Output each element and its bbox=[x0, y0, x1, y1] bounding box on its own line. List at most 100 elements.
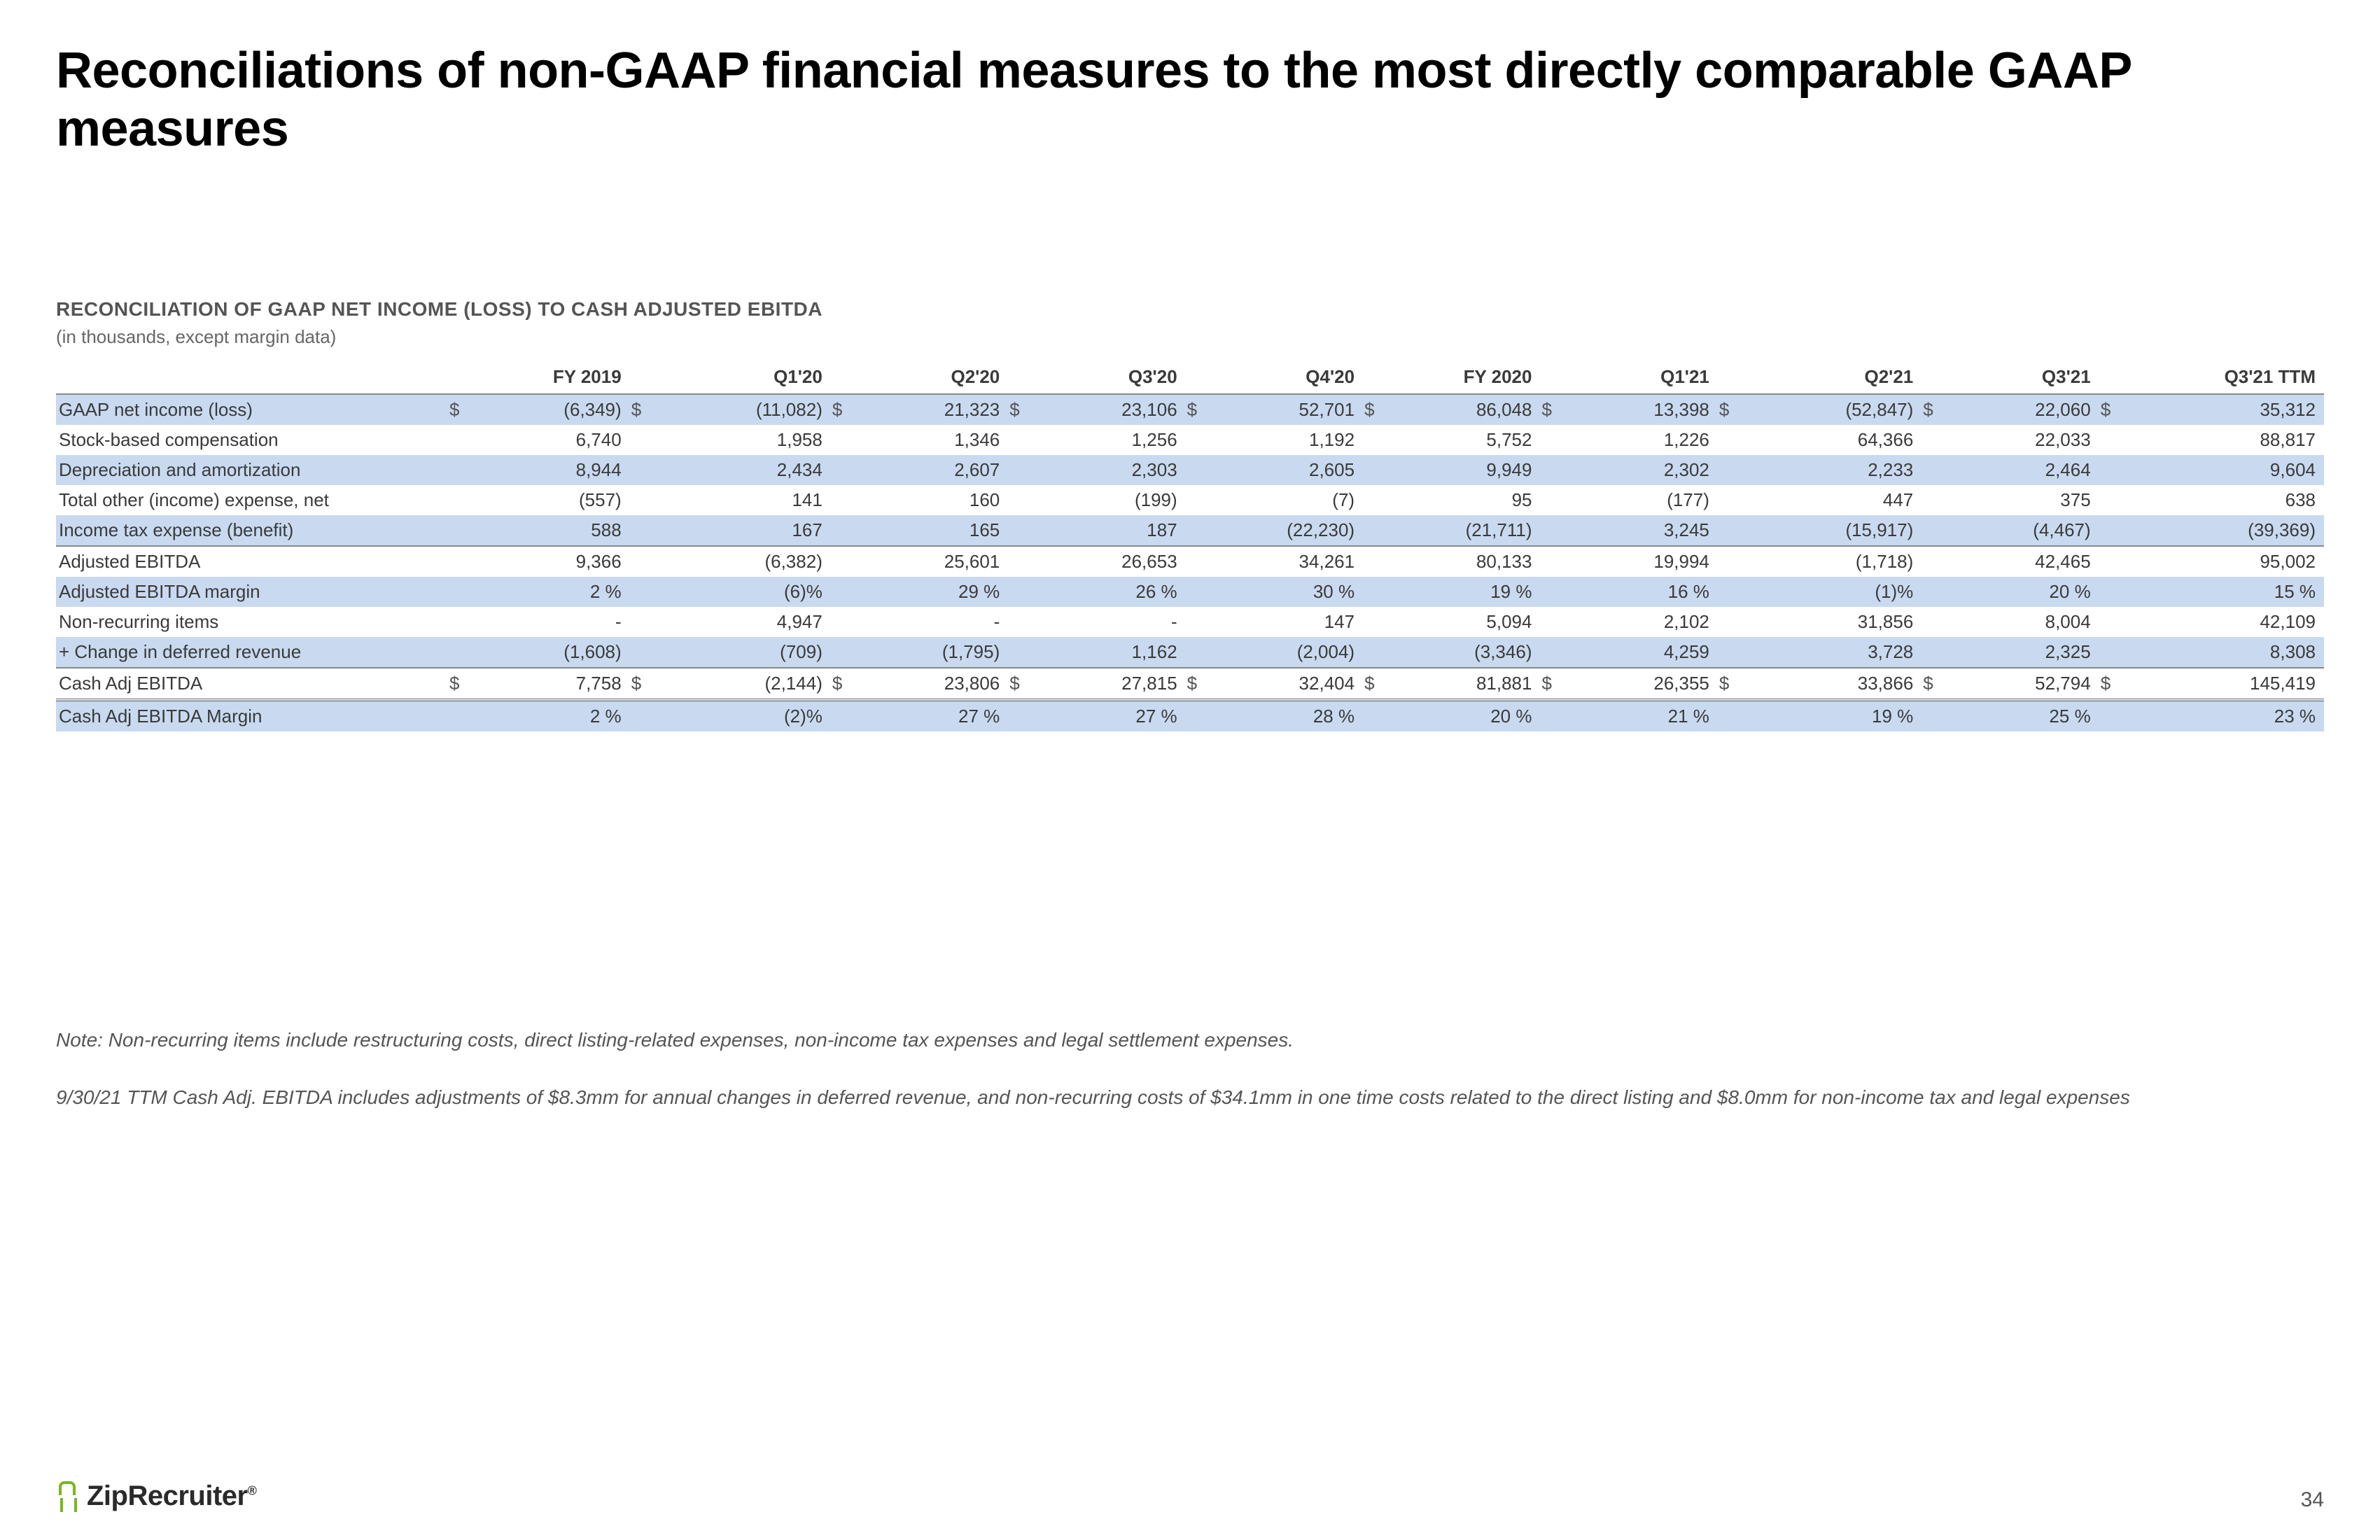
cell: (6,382) bbox=[630, 546, 831, 577]
page-title: Reconciliations of non-GAAP financial me… bbox=[56, 42, 2324, 158]
table-subtitle: RECONCILIATION OF GAAP NET INCOME (LOSS)… bbox=[56, 298, 2324, 321]
cell: 5,094 bbox=[1363, 607, 1540, 637]
cell: 3,245 bbox=[1540, 515, 1717, 546]
row-label: Adjusted EBITDA margin bbox=[56, 577, 448, 607]
cell: (1)% bbox=[1718, 577, 1921, 607]
dollar-sign: $ bbox=[1719, 399, 1729, 421]
cell: 1,256 bbox=[1008, 425, 1185, 455]
cell: 95 bbox=[1363, 485, 1540, 515]
dollar-sign: $ bbox=[1187, 399, 1197, 421]
cell: 1,346 bbox=[831, 425, 1008, 455]
cell-value: 26,355 bbox=[1653, 673, 1709, 694]
cell-value: 52,794 bbox=[2035, 673, 2091, 694]
cell: 26,653 bbox=[1008, 546, 1185, 577]
note-2: 9/30/21 TTM Cash Adj. EBITDA includes ad… bbox=[56, 1083, 2324, 1112]
col-header: Q1'21 bbox=[1540, 360, 1717, 394]
cell: 21 % bbox=[1540, 700, 1717, 732]
cell-value: 145,419 bbox=[2250, 673, 2316, 694]
cell: 5,752 bbox=[1363, 425, 1540, 455]
cell-value: 22,060 bbox=[2035, 399, 2091, 420]
dollar-sign: $ bbox=[2101, 673, 2110, 694]
page-number: 34 bbox=[2301, 1488, 2324, 1512]
cell: 2,233 bbox=[1718, 455, 1921, 485]
row-label: Cash Adj EBITDA Margin bbox=[56, 700, 448, 732]
cell: $13,398 bbox=[1540, 394, 1717, 425]
cell: $81,881 bbox=[1363, 668, 1540, 700]
row-label: Depreciation and amortization bbox=[56, 455, 448, 485]
dollar-sign: $ bbox=[1719, 673, 1729, 694]
cell: 2,302 bbox=[1540, 455, 1717, 485]
col-header: Q3'20 bbox=[1008, 360, 1185, 394]
cell: 1,192 bbox=[1186, 425, 1363, 455]
cell: (557) bbox=[448, 485, 630, 515]
cell-value: 86,048 bbox=[1476, 399, 1532, 420]
cell: 167 bbox=[630, 515, 831, 546]
cell: 2,607 bbox=[831, 455, 1008, 485]
cell-value: 35,312 bbox=[2260, 399, 2316, 420]
cell: 34,261 bbox=[1186, 546, 1363, 577]
row-label: + Change in deferred revenue bbox=[56, 637, 448, 668]
cell: (7) bbox=[1186, 485, 1363, 515]
table-row: Cash Adj EBITDA Margin2 %(2)%27 %27 %28 … bbox=[56, 700, 2324, 732]
cell: 8,308 bbox=[2099, 637, 2324, 668]
cell: 28 % bbox=[1186, 700, 1363, 732]
cell: 2,605 bbox=[1186, 455, 1363, 485]
cell: $22,060 bbox=[1921, 394, 2099, 425]
col-header: FY 2020 bbox=[1363, 360, 1540, 394]
cell: (199) bbox=[1008, 485, 1185, 515]
col-header: Q4'20 bbox=[1186, 360, 1363, 394]
cell: (21,711) bbox=[1363, 515, 1540, 546]
cell: 9,949 bbox=[1363, 455, 1540, 485]
cell: 22,033 bbox=[1921, 425, 2099, 455]
cell: 80,133 bbox=[1363, 546, 1540, 577]
cell: $(2,144) bbox=[630, 668, 831, 700]
cell: - bbox=[448, 607, 630, 637]
dollar-sign: $ bbox=[1009, 673, 1019, 694]
cell-value: 23,806 bbox=[944, 673, 1000, 694]
cell: 2,325 bbox=[1921, 637, 2099, 668]
cell: 4,259 bbox=[1540, 637, 1717, 668]
cell: (4,467) bbox=[1921, 515, 2099, 546]
cell: 8,944 bbox=[448, 455, 630, 485]
col-header: Q1'20 bbox=[630, 360, 831, 394]
cell: 31,856 bbox=[1718, 607, 1921, 637]
cell-value: (52,847) bbox=[1845, 399, 1913, 420]
cell: 29 % bbox=[831, 577, 1008, 607]
cell: - bbox=[831, 607, 1008, 637]
cell: $27,815 bbox=[1008, 668, 1185, 700]
cell-value: (6,349) bbox=[564, 399, 621, 420]
cell: (709) bbox=[630, 637, 831, 668]
cell: 95,002 bbox=[2099, 546, 2324, 577]
cell: 27 % bbox=[1008, 700, 1185, 732]
cell: 2,434 bbox=[630, 455, 831, 485]
table-row: + Change in deferred revenue(1,608)(709)… bbox=[56, 637, 2324, 668]
cell: 30 % bbox=[1186, 577, 1363, 607]
cell: $52,794 bbox=[1921, 668, 2099, 700]
row-label: GAAP net income (loss) bbox=[56, 394, 448, 425]
cell: $52,701 bbox=[1186, 394, 1363, 425]
cell: 160 bbox=[831, 485, 1008, 515]
cell: $33,866 bbox=[1718, 668, 1921, 700]
dollar-sign: $ bbox=[449, 399, 459, 421]
cell: 141 bbox=[630, 485, 831, 515]
dollar-sign: $ bbox=[832, 673, 842, 694]
cell: 88,817 bbox=[2099, 425, 2324, 455]
cell: 2 % bbox=[448, 577, 630, 607]
cell: (2,004) bbox=[1186, 637, 1363, 668]
cell: $7,758 bbox=[448, 668, 630, 700]
cell: 64,366 bbox=[1718, 425, 1921, 455]
cell: 26 % bbox=[1008, 577, 1185, 607]
cell: 19,994 bbox=[1540, 546, 1717, 577]
cell: (177) bbox=[1540, 485, 1717, 515]
dollar-sign: $ bbox=[631, 673, 641, 694]
cell: $145,419 bbox=[2099, 668, 2324, 700]
cell-value: 13,398 bbox=[1653, 399, 1709, 420]
dollar-sign: $ bbox=[631, 399, 641, 421]
table-row: Total other (income) expense, net(557)14… bbox=[56, 485, 2324, 515]
dollar-sign: $ bbox=[1009, 399, 1019, 421]
table-units: (in thousands, except margin data) bbox=[56, 326, 2324, 348]
cell-value: 27,815 bbox=[1121, 673, 1177, 694]
cell: 42,109 bbox=[2099, 607, 2324, 637]
table-row: Adjusted EBITDA9,366(6,382)25,60126,6533… bbox=[56, 546, 2324, 577]
cell: 447 bbox=[1718, 485, 1921, 515]
